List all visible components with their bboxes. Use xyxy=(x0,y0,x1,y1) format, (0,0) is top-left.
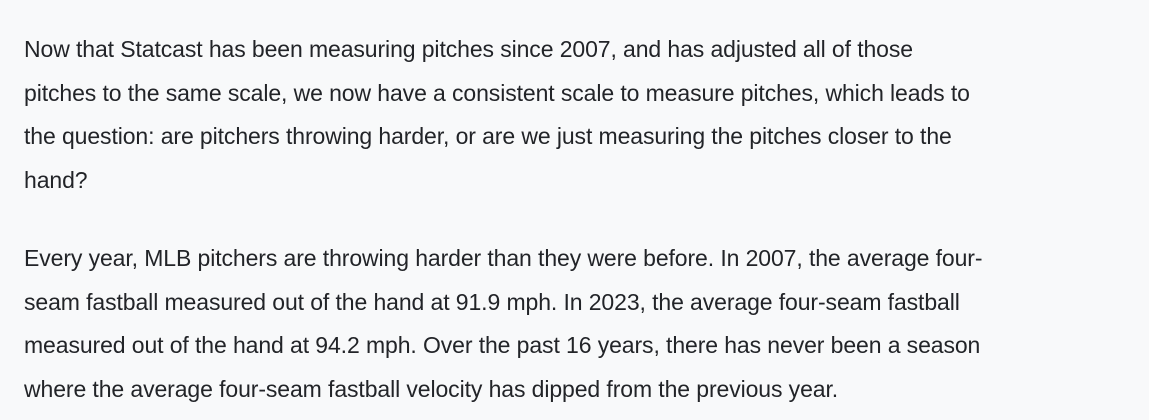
document: Now that Statcast has been measuring pit… xyxy=(24,28,1149,411)
paragraph: Every year, MLB pitchers are throwing ha… xyxy=(24,237,1149,411)
text-line: measured out of the hand at 94.2 mph. Ov… xyxy=(24,332,981,358)
text-line: seam fastball measured out of the hand a… xyxy=(24,288,960,315)
text-line: where the average four-seam fastball vel… xyxy=(24,375,839,402)
paragraph: Now that Statcast has been measuring pit… xyxy=(24,28,1149,202)
text-line: pitches to the same scale, we now have a… xyxy=(24,79,970,106)
text-line: Now that Statcast has been measuring pit… xyxy=(24,36,913,62)
text-line: the question: are pitchers throwing hard… xyxy=(24,123,952,149)
text-line: hand? xyxy=(24,166,88,193)
text-line: Every year, MLB pitchers are throwing ha… xyxy=(24,245,983,271)
